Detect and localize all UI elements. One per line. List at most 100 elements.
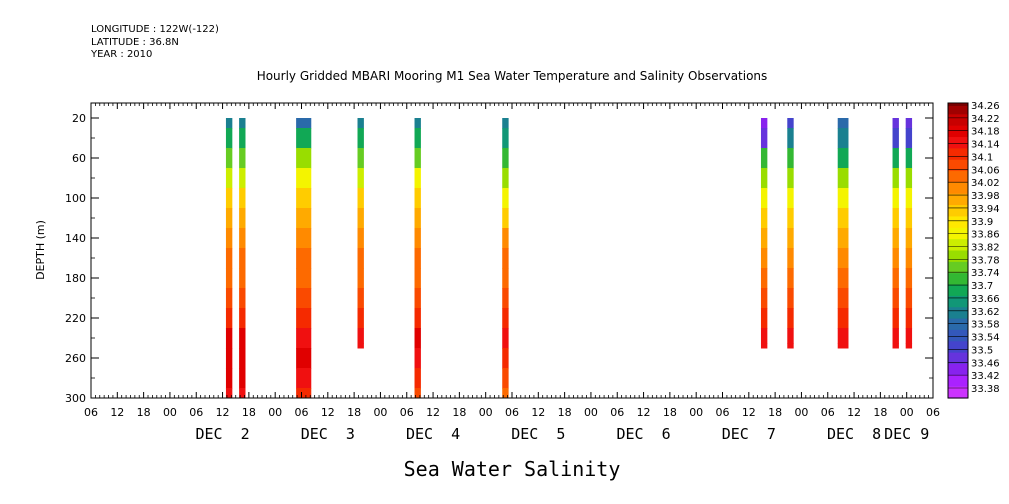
x-tick-label: 00 bbox=[584, 406, 598, 419]
colorbar-swatch bbox=[948, 261, 968, 274]
salinity-cell bbox=[787, 188, 794, 209]
x-tick-label: 00 bbox=[479, 406, 493, 419]
salinity-cell bbox=[502, 308, 509, 329]
salinity-column bbox=[239, 118, 246, 399]
colorbar-label: 34.26 bbox=[971, 101, 1000, 112]
salinity-cell bbox=[837, 128, 849, 149]
salinity-cell bbox=[787, 288, 794, 309]
x-tick-label: 18 bbox=[663, 406, 677, 419]
x-tick-label: 00 bbox=[163, 406, 177, 419]
colorbar-label: 33.86 bbox=[971, 230, 1000, 241]
salinity-cell bbox=[905, 188, 913, 209]
salinity-cell bbox=[892, 288, 899, 309]
salinity-cell bbox=[905, 148, 913, 169]
x-tick-label: 18 bbox=[347, 406, 361, 419]
colorbar-label: 34.1 bbox=[971, 152, 993, 163]
salinity-cell bbox=[296, 148, 312, 169]
colorbar-label: 33.7 bbox=[971, 281, 993, 292]
x-tick-label: 12 bbox=[110, 406, 124, 419]
salinity-cell bbox=[357, 228, 364, 249]
salinity-cell bbox=[357, 248, 364, 269]
salinity-cell bbox=[905, 248, 913, 269]
colorbar-swatch bbox=[948, 386, 968, 399]
y-tick-label: 180 bbox=[65, 272, 86, 285]
salinity-cell bbox=[892, 128, 899, 149]
colorbar-swatch bbox=[948, 307, 968, 320]
colorbar-swatch bbox=[948, 318, 968, 331]
salinity-cell bbox=[357, 188, 364, 209]
y-tick-label: 20 bbox=[72, 112, 86, 125]
salinity-cell bbox=[296, 268, 312, 289]
salinity-cell bbox=[837, 228, 849, 249]
salinity-cell bbox=[414, 328, 421, 349]
x-tick-label: 18 bbox=[242, 406, 256, 419]
salinity-cell bbox=[502, 368, 509, 389]
salinity-cell bbox=[296, 128, 312, 149]
salinity-cell bbox=[892, 208, 899, 229]
x-day-label: DEC 7 bbox=[722, 425, 776, 443]
colorbar-label: 33.78 bbox=[971, 255, 1000, 266]
salinity-cell bbox=[760, 128, 768, 149]
salinity-cell bbox=[502, 268, 509, 289]
salinity-cell bbox=[225, 188, 233, 209]
colorbar-label: 33.5 bbox=[971, 345, 993, 356]
colorbar-label: 33.58 bbox=[971, 320, 1000, 331]
salinity-cell bbox=[905, 343, 913, 349]
x-tick-label: 18 bbox=[137, 406, 151, 419]
salinity-cell bbox=[502, 228, 509, 249]
colorbar-swatch bbox=[948, 125, 968, 138]
salinity-cell bbox=[760, 148, 768, 169]
colorbar-label: 33.74 bbox=[971, 268, 1000, 279]
colorbar-swatch bbox=[948, 205, 968, 218]
colorbar-label: 34.02 bbox=[971, 178, 1000, 189]
colorbar-swatch bbox=[948, 250, 968, 263]
colorbar-label: 33.62 bbox=[971, 307, 1000, 318]
colorbar-swatch bbox=[948, 295, 968, 308]
colorbar-label: 33.42 bbox=[971, 371, 1000, 382]
colorbar-swatch bbox=[948, 239, 968, 252]
salinity-column bbox=[414, 118, 421, 399]
salinity-cell bbox=[357, 343, 364, 349]
colorbar-swatch bbox=[948, 284, 968, 297]
salinity-cell bbox=[414, 268, 421, 289]
salinity-column bbox=[357, 118, 364, 349]
x-tick-label: 06 bbox=[295, 406, 309, 419]
x-tick-label: 12 bbox=[637, 406, 651, 419]
salinity-cell bbox=[787, 248, 794, 269]
salinity-cell bbox=[502, 148, 509, 169]
salinity-cell bbox=[905, 328, 913, 344]
salinity-cell bbox=[787, 168, 794, 189]
salinity-cell bbox=[357, 288, 364, 309]
salinity-cell bbox=[239, 128, 246, 149]
colorbar-label: 33.9 bbox=[971, 217, 993, 228]
salinity-cell bbox=[905, 288, 913, 309]
salinity-cell bbox=[239, 168, 246, 189]
salinity-cell bbox=[760, 168, 768, 189]
salinity-cell bbox=[239, 388, 246, 399]
salinity-cell bbox=[414, 208, 421, 229]
salinity-cell bbox=[296, 368, 312, 389]
x-day-label: DEC 5 bbox=[511, 425, 565, 443]
salinity-cell bbox=[239, 328, 246, 349]
salinity-cell bbox=[225, 128, 233, 149]
colorbar-swatch bbox=[948, 137, 968, 149]
plot-frame bbox=[90, 102, 934, 399]
salinity-cell bbox=[760, 228, 768, 249]
salinity-cell bbox=[787, 308, 794, 329]
x-tick-label: 12 bbox=[742, 406, 756, 419]
salinity-cell bbox=[296, 388, 312, 399]
colorbar-label: 33.98 bbox=[971, 191, 1000, 202]
x-tick-label: 06 bbox=[716, 406, 730, 419]
salinity-cell bbox=[296, 118, 312, 129]
salinity-cell bbox=[357, 118, 364, 129]
salinity-cell bbox=[760, 208, 768, 229]
colorbar-label: 33.46 bbox=[971, 358, 1000, 369]
salinity-cell bbox=[892, 248, 899, 269]
salinity-cell bbox=[239, 118, 246, 129]
colorbar-swatch bbox=[948, 193, 968, 206]
y-tick-label: 60 bbox=[72, 152, 86, 165]
colorbar-label: 33.38 bbox=[971, 384, 1000, 395]
salinity-cell bbox=[502, 388, 509, 399]
salinity-cell bbox=[239, 368, 246, 389]
